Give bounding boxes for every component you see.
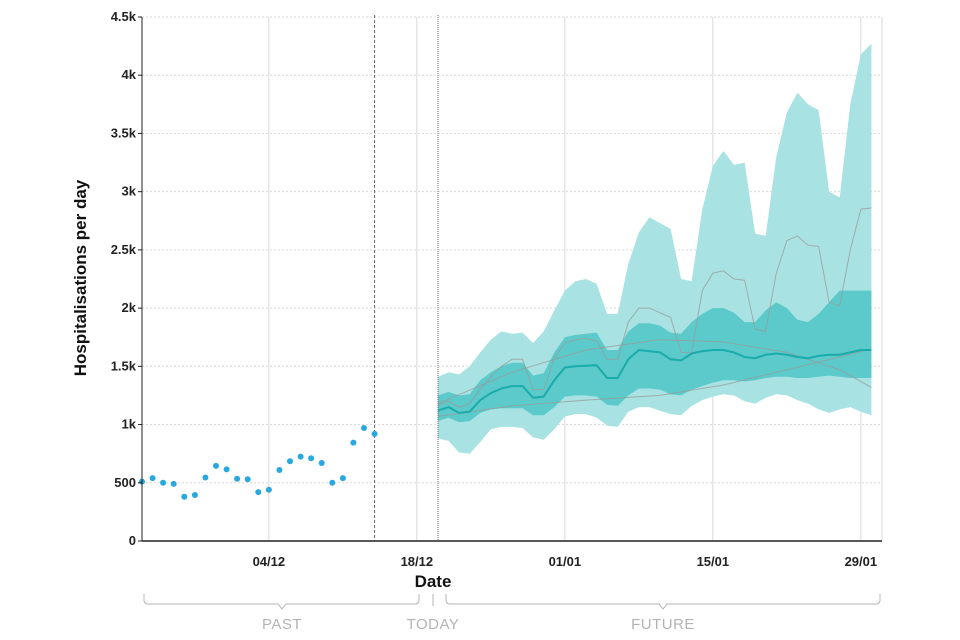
observed-point [255, 489, 262, 496]
future-bracket [445, 594, 881, 610]
observed-point [276, 467, 283, 473]
observed-point [297, 453, 304, 460]
future-label: FUTURE [631, 616, 695, 633]
x-tick-label: 01/01 [549, 554, 582, 569]
observed-point [265, 486, 272, 493]
scenario-line [437, 339, 872, 405]
observed-point [191, 492, 198, 498]
observed-point [149, 475, 156, 482]
observed-point [234, 475, 241, 482]
inner-interval-band [438, 290, 872, 423]
y-tick-label: 1.5k [111, 358, 137, 373]
y-tick-label: 4k [122, 67, 137, 82]
x-tick-label: 29/01 [845, 554, 878, 569]
median-projection-line [437, 348, 872, 414]
axes [138, 16, 882, 542]
y-tick-label: 4.5k [111, 9, 137, 24]
y-tick-label: 0 [129, 533, 136, 548]
x-tick-label: 15/01 [697, 554, 730, 569]
observed-point [287, 458, 293, 465]
observed-point [350, 439, 357, 446]
observed-point [181, 493, 188, 500]
y-tick-label: 500 [114, 475, 136, 490]
projection-bands [438, 43, 872, 454]
y-tick-label: 2.5k [111, 242, 137, 257]
y-axis-title: Hospitalisations per day [71, 179, 90, 376]
observed-point [361, 425, 367, 431]
today-label: TODAY [407, 616, 460, 633]
x-axis-title: Date [415, 572, 452, 591]
observed-point [371, 430, 378, 437]
x-tick-label: 04/12 [253, 554, 286, 569]
past-bracket [143, 594, 420, 610]
x-tick-label: 18/12 [401, 554, 434, 569]
observed-point [170, 480, 177, 487]
observed-point [213, 462, 219, 469]
observed-point [223, 466, 230, 473]
y-tick-label: 3k [122, 184, 137, 199]
date-markers [374, 15, 439, 541]
scenario-line [437, 348, 872, 417]
y-tick-label: 1k [122, 417, 137, 432]
past-label: PAST [262, 616, 302, 633]
observed-point [308, 455, 315, 462]
projection-lines [437, 207, 872, 417]
y-tick-label: 2k [122, 300, 137, 315]
tick-labels: 0 500 1k 1.5k 2k 2.5k 3k 3.5k 4k 4.5k 04/12 18/12 01… [111, 9, 877, 569]
observed-point [160, 479, 167, 486]
observed-point [329, 479, 336, 486]
observed-point [202, 474, 209, 481]
period-annotations: PAST TODAY FUTURE [143, 594, 881, 633]
observed-point [244, 476, 251, 483]
observed-point [318, 460, 325, 466]
scenario-line [437, 207, 872, 408]
observed-points [139, 425, 378, 500]
y-tick-label: 3.5k [111, 125, 137, 140]
observed-point [339, 475, 346, 482]
